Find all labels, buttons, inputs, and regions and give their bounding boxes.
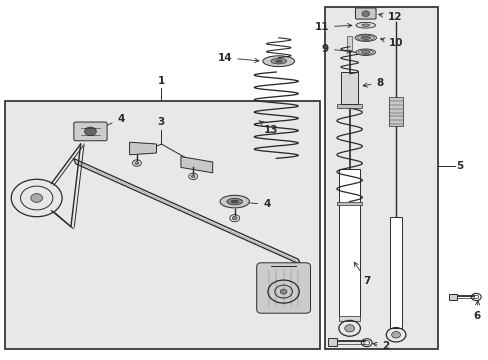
Bar (389, 217, 401, 328)
Circle shape (232, 216, 237, 220)
Text: 4: 4 (240, 199, 270, 210)
Bar (336, 104, 362, 108)
Circle shape (31, 194, 42, 202)
Ellipse shape (355, 49, 375, 55)
Ellipse shape (226, 198, 242, 205)
Bar (388, 97, 402, 126)
Bar (340, 72, 358, 104)
Bar (346, 36, 351, 50)
Ellipse shape (361, 51, 369, 54)
Bar (336, 202, 362, 205)
Ellipse shape (360, 36, 370, 40)
Circle shape (135, 162, 139, 165)
Text: 4: 4 (97, 114, 124, 130)
Text: 14: 14 (217, 53, 258, 63)
Bar (338, 316, 360, 321)
Ellipse shape (355, 22, 375, 28)
Circle shape (344, 325, 354, 332)
Ellipse shape (275, 60, 282, 63)
Bar (338, 169, 360, 317)
Circle shape (84, 127, 96, 136)
FancyBboxPatch shape (355, 8, 375, 19)
Polygon shape (129, 142, 156, 155)
Text: 6: 6 (472, 301, 479, 321)
Bar (325, 7, 437, 349)
Text: 10: 10 (380, 38, 403, 48)
Text: 1: 1 (158, 76, 164, 86)
Text: 8: 8 (362, 78, 383, 88)
Polygon shape (73, 158, 300, 265)
Bar (327, 338, 336, 346)
Text: 13: 13 (259, 121, 278, 135)
Text: 2: 2 (372, 341, 389, 351)
Text: 9: 9 (321, 44, 350, 54)
Circle shape (280, 289, 286, 294)
Circle shape (391, 332, 400, 338)
Ellipse shape (231, 200, 238, 203)
Bar (448, 294, 456, 300)
Text: 5: 5 (455, 161, 463, 171)
Ellipse shape (220, 195, 249, 208)
Bar (5, 101, 320, 349)
Polygon shape (181, 157, 212, 173)
Ellipse shape (354, 34, 376, 41)
Text: 3: 3 (158, 117, 164, 127)
Ellipse shape (270, 59, 286, 64)
Circle shape (191, 175, 195, 178)
Ellipse shape (361, 24, 369, 27)
Text: 7: 7 (353, 262, 370, 286)
Circle shape (361, 11, 369, 17)
FancyBboxPatch shape (74, 122, 107, 141)
Text: 11: 11 (314, 22, 351, 32)
FancyBboxPatch shape (256, 263, 310, 313)
Text: 12: 12 (378, 12, 402, 22)
Ellipse shape (263, 56, 294, 67)
